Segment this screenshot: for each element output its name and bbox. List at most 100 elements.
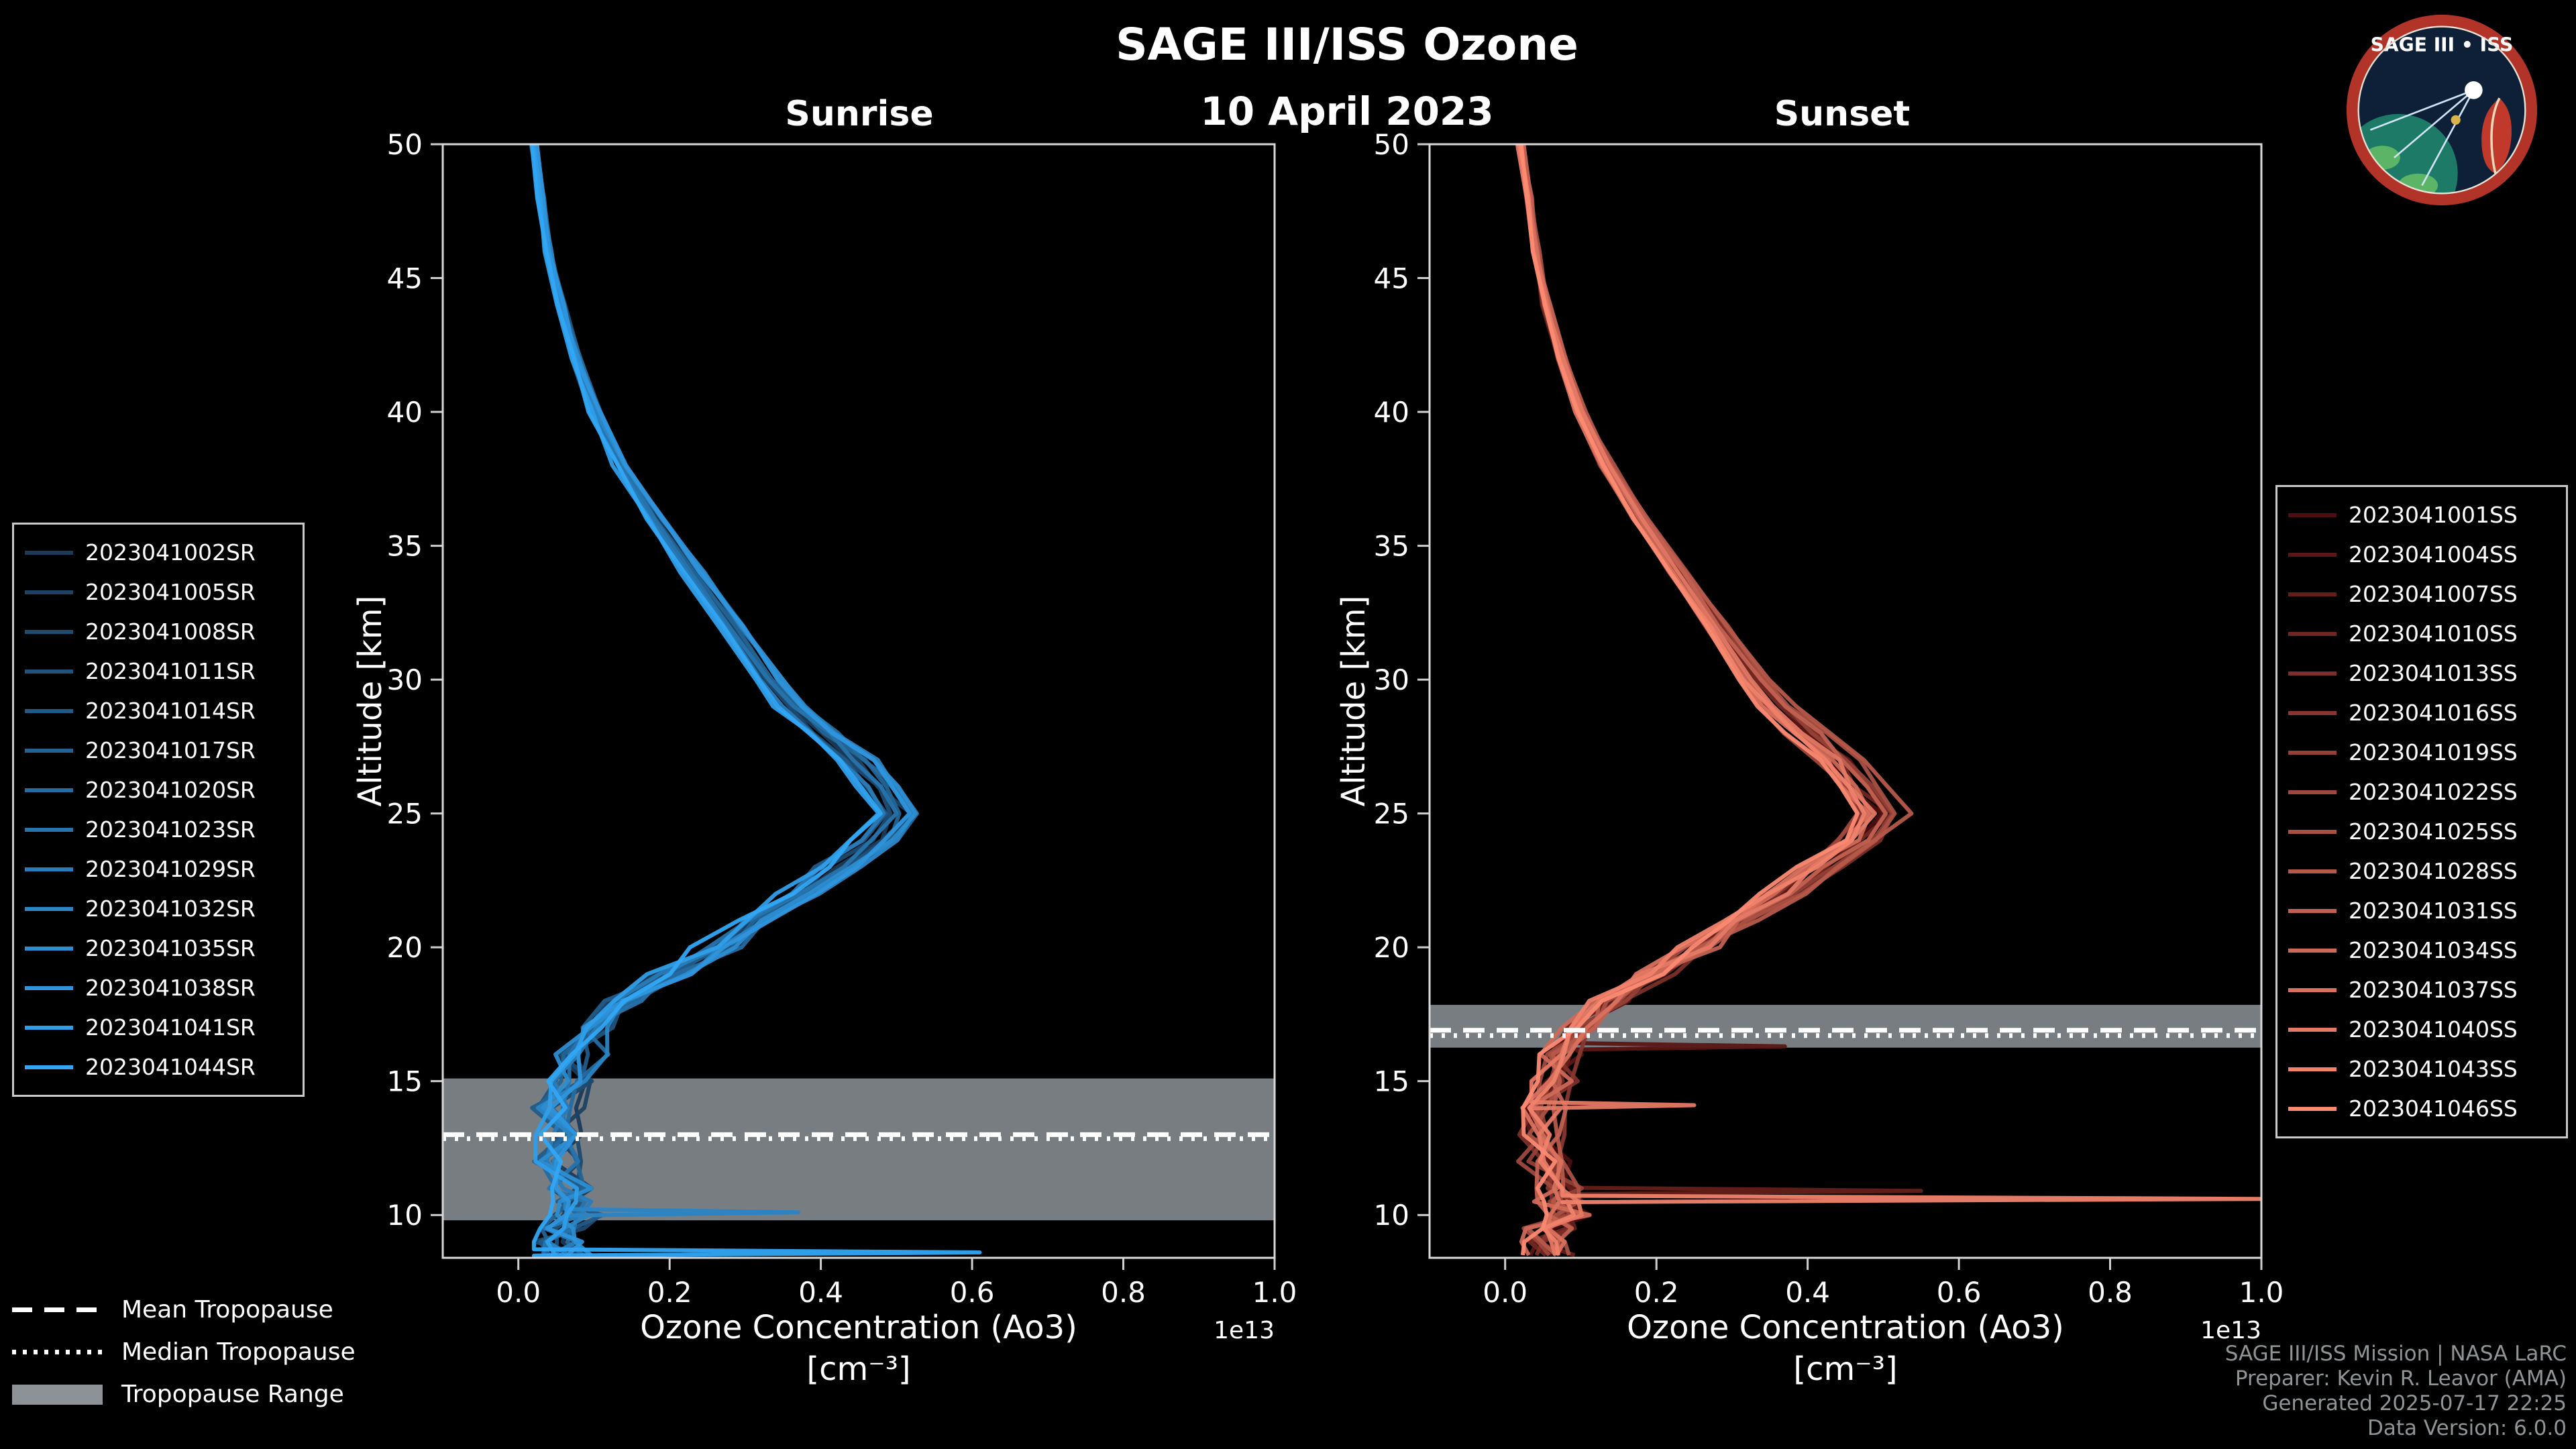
y-tick-label: 45 [1374,262,1409,295]
sunset-x-axis-label-text: Ozone Concentration (Ao3) [1627,1309,2064,1346]
legend-entry-label: 2023041028SS [2349,858,2518,884]
sunset-x-axis-units: [cm⁻³] [1793,1350,1898,1388]
sunrise-legend: 2023041002SR 2023041005SR 2023041008SR 2023… [12,523,305,1097]
y-tick-label: 40 [387,396,423,429]
legend-entry: 2023041040SS [2288,1010,2555,1049]
x-tick-label: 0.6 [1937,1276,1982,1309]
ozone-profile-line [1519,144,1860,1256]
y-tick-label: 15 [387,1065,423,1098]
sunset-legend: 2023041001SS 2023041004SS 2023041007SS 2023… [2275,485,2568,1138]
y-tick-label: 45 [387,262,423,295]
legend-line-sample [2288,1027,2337,1032]
credit-line: Preparer: Kevin R. Leavor (AMA) [2235,1366,2567,1391]
ozone-profile-line [1519,144,1886,1256]
legend-entry: 2023041007SS [2288,574,2555,614]
legend-entry-label: 2023041004SS [2349,541,2518,568]
legend-entry-label: 2023041041SR [85,1014,256,1040]
legend-line-sample [2288,829,2337,834]
y-tick-label: 15 [1374,1065,1409,1098]
legend-entry: 2023041017SR [25,731,292,770]
legend-entry: 2023041032SR [25,889,292,928]
legend-entry: 2023041002SR [25,533,292,572]
x-tick-label: 0.8 [1101,1276,1146,1309]
y-tick-label: 10 [1374,1199,1409,1232]
legend-line-sample [2288,908,2337,913]
ozone-profile-line [1521,144,1888,1256]
ozone-profile-line [529,144,982,1258]
legend-entry: 2023041020SR [25,770,292,810]
legend-entry: 2023041013SS [2288,653,2555,693]
x-tick-label: 0.4 [798,1276,843,1309]
legend-entry: 2023041043SS [2288,1049,2555,1089]
legend-line-sample [2288,1067,2337,1071]
legend-entry: 2023041001SS [2288,495,2555,535]
legend-line-sample [2288,790,2337,794]
y-tick-label: 25 [387,798,423,830]
ozone-profile-line [531,144,881,1256]
ozone-profile-line [1517,144,1895,1256]
legend-line-sample [2288,948,2337,953]
legend-line-sample [2288,750,2337,755]
legend-entry: 2023041035SR [25,928,292,968]
tropopause-legend-entry: Tropopause Range [12,1381,356,1408]
x-tick-label: 0.4 [1785,1276,1830,1309]
legend-entry: 2023041037SS [2288,970,2555,1010]
sage-iss-logo-graphic: SAGE III • ISS [2346,14,2538,206]
sunset-y-axis-label: Altitude [km] [1335,595,1373,807]
y-tick-label: 35 [1374,530,1409,563]
tropopause-legend-label: Mean Tropopause [121,1296,333,1324]
legend-entry: 2023041005SR [25,572,292,612]
sunrise-plot: 10 15 20 25 30 35 40 45 50 0.0 0.2 0.4 0.6 0.8 1.0 1e13 [387,128,1297,1344]
logo-sage-figure [2481,98,2512,174]
legend-line-sample [25,550,73,555]
legend-line-sample [25,590,73,594]
x-tick-label: 0.0 [1483,1276,1527,1309]
logo-title: SAGE III • ISS [2371,34,2514,56]
logo-earth [2358,113,2458,194]
logo-inner-ring [2357,25,2526,195]
legend-line-sample [2288,671,2337,676]
tropopause-legend-entry: Median Tropopause [12,1338,356,1366]
sunset-x-axis-label: Ozone Concentration (Ao3) [cm⁻³] [1430,1307,2261,1390]
plot-border [1428,143,2263,1259]
legend-entry: 2023041031SS [2288,891,2555,930]
legend-entry: 2023041029SR [25,849,292,889]
x-tick-label: 0.2 [647,1276,692,1309]
x-tick-label: 0.2 [1634,1276,1679,1309]
legend-entry-label: 2023041007SS [2349,581,2518,607]
legend-entry-label: 2023041022SS [2349,779,2518,805]
legend-entry: 2023041025SS [2288,812,2555,851]
figure-title: SAGE III/ISS Ozone [1116,19,1578,70]
ozone-profile-line [1521,144,1897,1256]
x-tick-label: 0.8 [2088,1276,2133,1309]
credits-block: SAGE III/ISS Mission | NASA LaRC Preparer… [2225,1342,2567,1441]
legend-entry-label: 2023041017SR [85,737,256,763]
plot-border [441,143,1276,1259]
ozone-profile-line [1516,144,1894,1257]
legend-entry: 2023041010SS [2288,614,2555,653]
legend-line-sample [25,985,73,990]
legend-entry: 2023041008SR [25,612,292,651]
legend-line-sample [25,827,73,832]
legend-entry-label: 2023041002SR [85,539,256,566]
legend-line-sample [2288,631,2337,636]
legend-line-sample [25,788,73,792]
legend-entry-label: 2023041025SS [2349,818,2518,845]
legend-entry-label: 2023041023SR [85,816,256,843]
sunrise-x-axis-label-text: Ozone Concentration (Ao3) [640,1309,1077,1346]
legend-entry-label: 2023041020SR [85,777,256,803]
logo-sun [2465,81,2483,99]
x-tick-label: 0.0 [496,1276,541,1309]
tropopause-range-band [1430,1004,2261,1048]
logo-sage-figure-robe [2490,97,2501,174]
legend-line-sample [25,748,73,753]
legend-entry-label: 2023041034SS [2349,937,2518,963]
legend-entry: 2023041041SR [25,1008,292,1047]
y-tick-label: 30 [1374,663,1409,696]
legend-entry: 2023041034SS [2288,930,2555,970]
panel-title-sunset: Sunset [1774,94,1911,134]
sage-iss-logo: SAGE III • ISS [2343,11,2541,209]
legend-line-sample [2288,869,2337,873]
legend-entry: 2023041028SS [2288,851,2555,891]
y-tick-label: 10 [387,1199,423,1232]
